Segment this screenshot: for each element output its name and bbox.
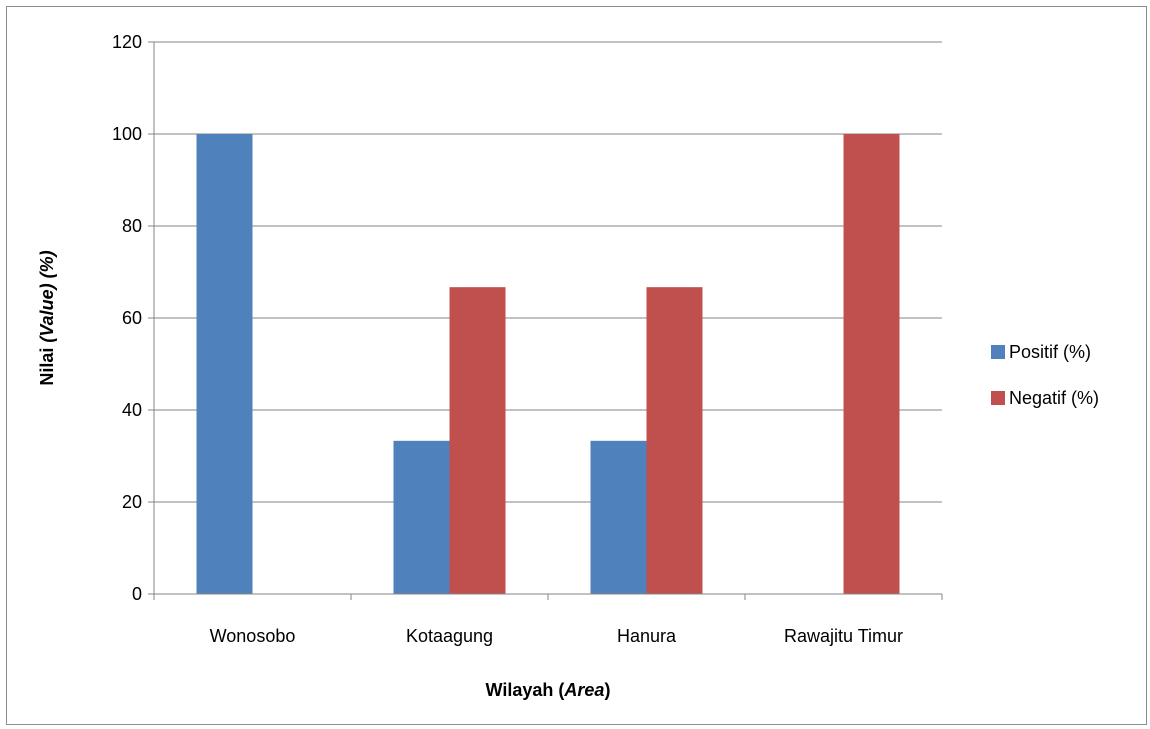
bar-negatif-rawajitu-timur (843, 134, 900, 594)
y-tick-label: 0 (132, 584, 142, 604)
bar-positif-kotaagung (393, 440, 450, 594)
x-tick-label: Hanura (617, 626, 677, 646)
y-tick-label: 60 (122, 308, 142, 328)
axes (148, 41, 943, 600)
y-tick-label: 120 (112, 32, 142, 52)
legend-label: Positif (%) (1009, 342, 1091, 362)
bar-chart: 0 20 40 60 80 100 120 Wonosobo Kotaagung Hanura Ra… (37, 32, 1099, 700)
tick-labels: 0 20 40 60 80 100 120 Wonosobo Kotaagung Hanura Ra… (112, 32, 903, 646)
gridlines (154, 41, 942, 503)
x-tick-label: Rawajitu Timur (784, 626, 903, 646)
y-tick-label: 20 (122, 492, 142, 512)
bars (196, 134, 900, 594)
bar-negatif-hanura (646, 287, 703, 594)
y-tick-label: 40 (122, 400, 142, 420)
bar-positif-wonosobo (196, 134, 253, 594)
bar-positif-hanura (590, 440, 647, 594)
y-axis-title: Nilai (Value) (%) (37, 250, 57, 385)
legend: Positif (%) Negatif (%) (991, 342, 1099, 408)
legend-swatch (991, 345, 1005, 359)
legend-swatch (991, 391, 1005, 405)
chart-frame: 0 20 40 60 80 100 120 Wonosobo Kotaagung Hanura Ra… (6, 6, 1147, 725)
x-tick-label: Kotaagung (406, 626, 493, 646)
y-tick-label: 100 (112, 124, 142, 144)
y-tick-label: 80 (122, 216, 142, 236)
legend-label: Negatif (%) (1009, 388, 1099, 408)
x-tick-label: Wonosobo (210, 626, 296, 646)
bar-negatif-kotaagung (449, 287, 506, 594)
x-axis-title: Wilayah (Area) (486, 680, 611, 700)
